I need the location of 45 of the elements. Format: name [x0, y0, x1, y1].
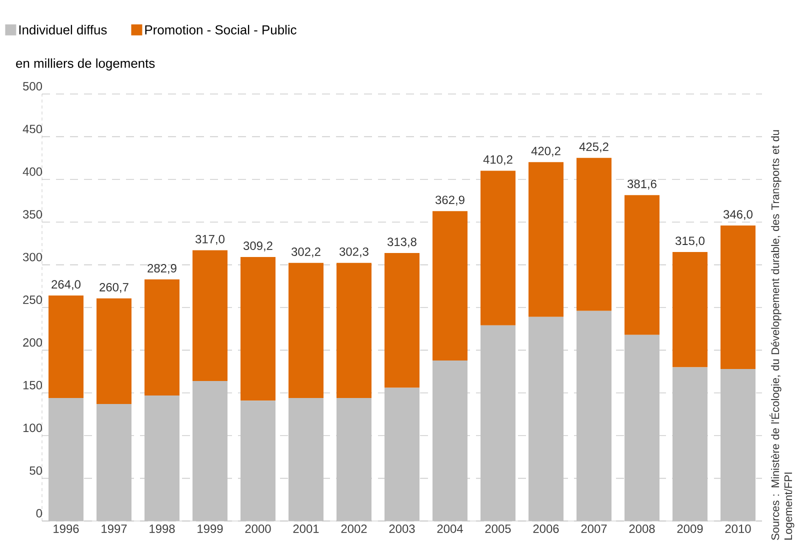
- total-label: 317,0: [195, 234, 224, 245]
- source-note: Sources : Ministère de l'Écologie, du Développement durable, des Transports et du Logement/FPI: [770, 130, 794, 540]
- x-tick-label: 1997: [102, 524, 127, 533]
- total-label: 282,9: [148, 264, 176, 274]
- x-tick-label: 2000: [245, 524, 271, 533]
- legend-label: Promotion - Social - Public: [145, 24, 296, 34]
- y-axis-title: en milliers de logements: [16, 58, 155, 70]
- y-tick-label: 450: [22, 124, 42, 134]
- x-tick-label: 2005: [485, 524, 511, 533]
- total-label: 410,2: [483, 155, 512, 166]
- x-tick-label: 2001: [293, 524, 319, 533]
- total-label: 362,9: [436, 196, 464, 206]
- x-tick-label: 1998: [150, 524, 175, 533]
- total-label: 346,0: [724, 210, 752, 220]
- total-label: 264,0: [52, 280, 80, 290]
- x-tick-label: 2006: [533, 524, 559, 533]
- y-tick-label: 100: [23, 424, 42, 432]
- total-label: 302,2: [291, 248, 320, 258]
- y-tick-label: 400: [22, 167, 42, 176]
- x-tick-label: 2009: [677, 524, 703, 533]
- x-tick-label: 2008: [629, 524, 655, 533]
- y-tick-label: 250: [23, 296, 42, 304]
- total-label: 315,0: [676, 236, 704, 246]
- x-tick-label: 1999: [198, 524, 223, 533]
- total-label: 381,6: [628, 180, 656, 190]
- total-label: 309,2: [243, 242, 272, 252]
- y-tick-label: 200: [23, 338, 42, 347]
- total-label: 260,7: [100, 282, 128, 293]
- x-tick-label: 2007: [581, 524, 607, 533]
- x-tick-label: 2003: [389, 524, 415, 533]
- total-label: 420,2: [531, 146, 560, 157]
- x-tick-label: 2010: [725, 524, 751, 533]
- y-tick-label: 150: [23, 380, 42, 390]
- total-label: 425,2: [579, 142, 608, 152]
- y-tick-label: 500: [23, 82, 42, 90]
- y-tick-label: 0: [36, 509, 42, 518]
- y-tick-label: 350: [22, 210, 42, 219]
- x-tick-label: 2002: [341, 524, 367, 533]
- total-label: 302,3: [340, 247, 368, 258]
- x-tick-label: 2004: [437, 524, 463, 533]
- total-label: 313,8: [388, 238, 416, 248]
- y-tick-label: 300: [22, 252, 42, 262]
- legend-label: Individuel diffus: [19, 24, 107, 34]
- x-tick-label: 1996: [54, 524, 79, 533]
- y-tick-label: 50: [30, 466, 42, 475]
